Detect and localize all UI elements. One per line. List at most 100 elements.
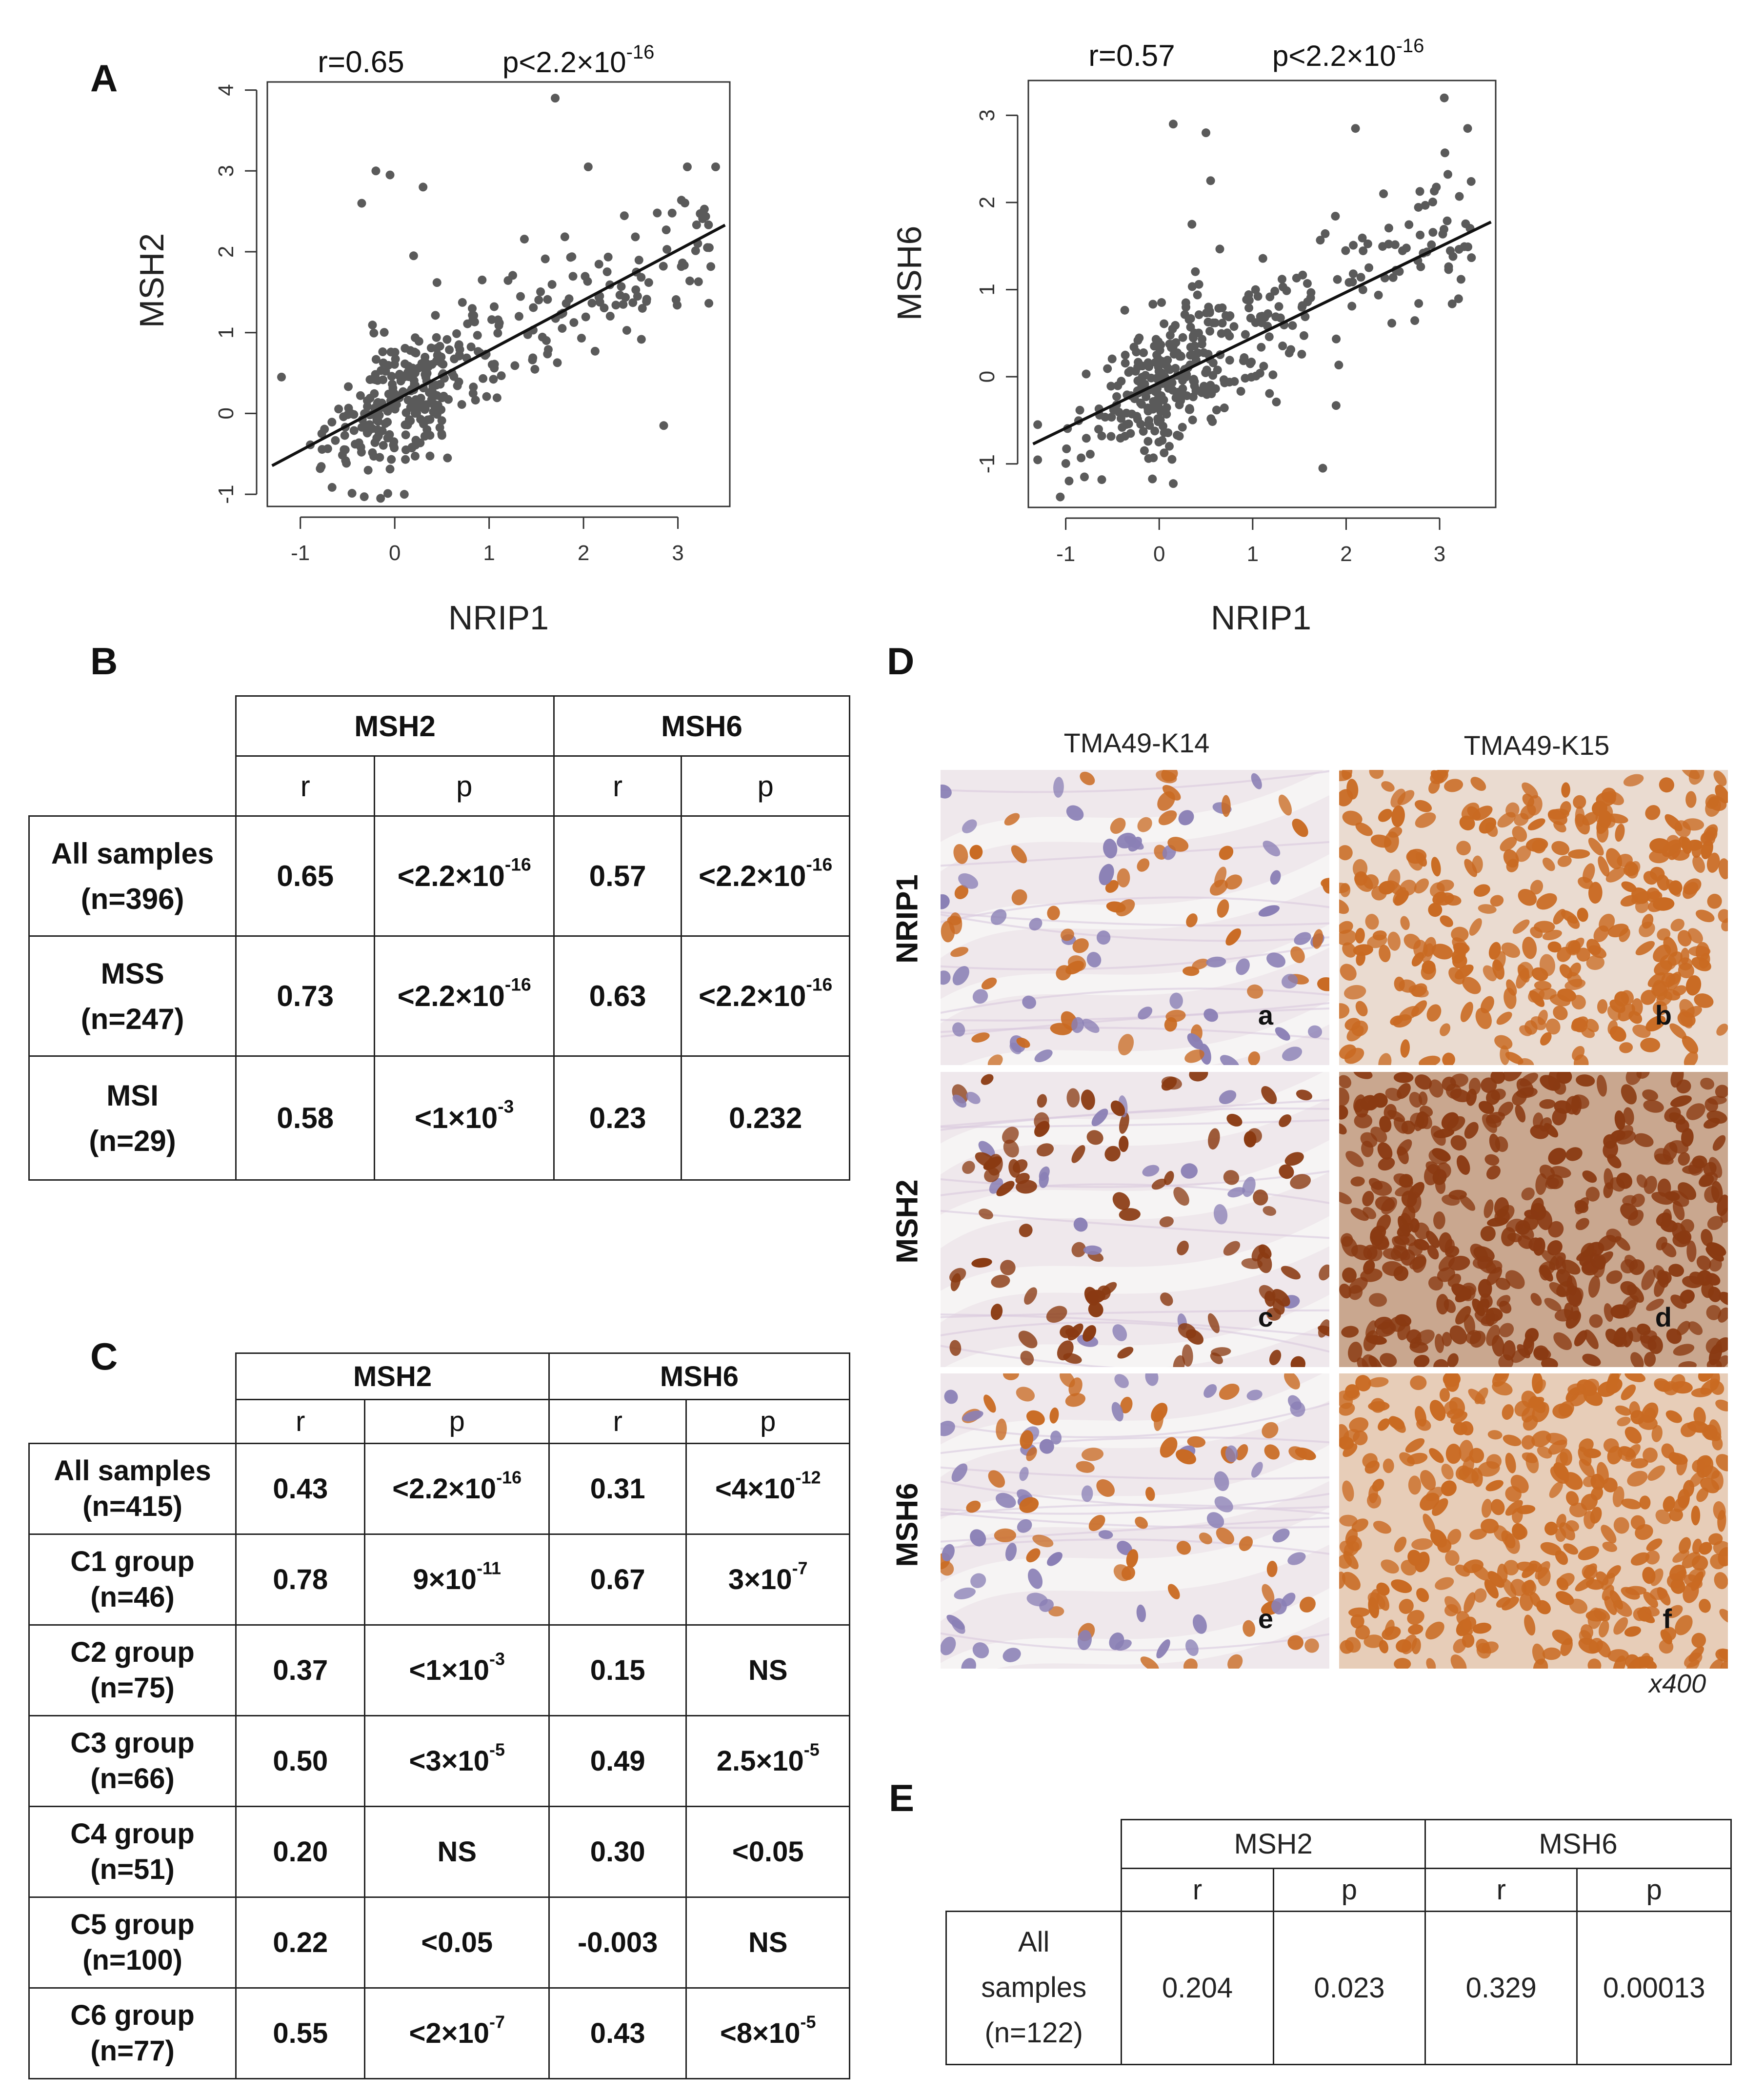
data-point bbox=[414, 337, 423, 346]
chart1-y-axis-label: MSH2 bbox=[133, 233, 171, 328]
data-point bbox=[385, 464, 395, 474]
data-point bbox=[1316, 236, 1325, 245]
ihc-image: e bbox=[941, 1373, 1329, 1669]
data-point bbox=[416, 401, 425, 410]
data-point bbox=[342, 459, 351, 468]
data-point bbox=[421, 365, 430, 374]
chart1-points bbox=[277, 94, 720, 503]
data-point bbox=[1265, 292, 1275, 302]
data-point bbox=[463, 319, 472, 328]
panel-letter-a: A bbox=[90, 57, 118, 100]
table-row: All samples (n=122) 0.204 0.023 0.329 0.00… bbox=[945, 1911, 1732, 2065]
data-point bbox=[1358, 233, 1367, 242]
chart2-regression-line bbox=[1032, 221, 1492, 445]
ihc-image-letter: e bbox=[1258, 1603, 1273, 1634]
data-point bbox=[1331, 212, 1340, 221]
data-point bbox=[432, 333, 441, 342]
table-b-subheader-r: r bbox=[235, 755, 376, 817]
data-point bbox=[401, 430, 410, 440]
data-point bbox=[1116, 414, 1125, 423]
x-tick-label: 0 bbox=[1153, 542, 1165, 566]
cell-r: 0.43 bbox=[235, 1443, 366, 1535]
data-point bbox=[567, 252, 577, 262]
data-point bbox=[1358, 285, 1367, 294]
data-point bbox=[386, 347, 396, 357]
data-point bbox=[1374, 290, 1383, 300]
table-b-subheader-r: r bbox=[553, 755, 682, 817]
data-point bbox=[1126, 366, 1135, 376]
data-point bbox=[1364, 263, 1374, 272]
ihc-image: c bbox=[941, 1072, 1329, 1367]
data-point bbox=[1215, 244, 1224, 254]
data-point bbox=[1061, 459, 1070, 468]
data-point bbox=[1033, 420, 1042, 429]
data-point bbox=[418, 417, 427, 426]
data-point bbox=[1299, 331, 1308, 340]
data-point bbox=[510, 361, 520, 370]
data-point bbox=[1117, 377, 1126, 386]
data-point bbox=[1443, 170, 1452, 179]
data-point bbox=[1208, 358, 1218, 367]
data-point bbox=[1094, 424, 1103, 434]
data-point bbox=[530, 364, 540, 374]
data-point bbox=[1176, 351, 1185, 361]
data-point bbox=[357, 447, 366, 457]
table-c-subheader-r: r bbox=[548, 1399, 687, 1444]
data-point bbox=[1257, 343, 1266, 352]
data-point bbox=[1140, 446, 1149, 455]
data-point bbox=[1430, 186, 1439, 196]
data-point bbox=[1160, 448, 1169, 458]
data-point bbox=[1163, 428, 1173, 438]
chart1-y-ticks: -1 0 1 2 3 4 bbox=[214, 84, 258, 504]
data-point bbox=[409, 251, 418, 261]
data-point bbox=[662, 245, 672, 254]
ihc-image: a bbox=[941, 770, 1329, 1065]
data-point bbox=[1165, 365, 1175, 374]
table-b-subheader-p: p bbox=[681, 755, 850, 817]
data-point bbox=[1141, 371, 1150, 380]
y-tick-label: 2 bbox=[214, 246, 238, 258]
cell-r: 0.57 bbox=[553, 815, 682, 937]
data-point bbox=[368, 424, 377, 433]
table-row: All samples (n=415) 0.43 <2.2×10-16 0.31 <4×1… bbox=[28, 1443, 850, 1535]
data-point bbox=[605, 311, 615, 321]
data-point bbox=[1182, 302, 1191, 312]
cell-r: 0.50 bbox=[235, 1715, 366, 1807]
table-e-subheader-r: r bbox=[1121, 1868, 1274, 1912]
x-tick-label: 2 bbox=[578, 541, 589, 565]
row-label: MSS (n=247) bbox=[28, 935, 237, 1057]
data-point bbox=[494, 321, 503, 330]
data-point bbox=[1297, 302, 1306, 312]
data-point bbox=[1184, 405, 1194, 414]
data-point bbox=[1133, 336, 1143, 345]
data-point bbox=[428, 389, 438, 398]
data-point bbox=[1251, 285, 1260, 294]
data-point bbox=[704, 220, 713, 229]
data-point bbox=[471, 396, 480, 405]
data-point bbox=[432, 278, 441, 287]
data-point bbox=[1278, 342, 1287, 351]
data-point bbox=[479, 374, 488, 383]
scatter-msh6-vs-nrip1: r=0.57 p<2.2×10-16 -1 0 1 2 3 -1 0 1 2 3 NRIP1 M… bbox=[890, 35, 1497, 637]
cell-r: 0.58 bbox=[235, 1055, 376, 1181]
data-point bbox=[1332, 334, 1341, 343]
data-point bbox=[1240, 353, 1249, 363]
cell-p: <2.2×10-16 bbox=[681, 815, 850, 937]
data-point bbox=[1276, 313, 1285, 322]
data-point bbox=[371, 355, 381, 364]
data-point bbox=[404, 372, 413, 382]
data-point bbox=[595, 298, 604, 307]
data-point bbox=[1278, 282, 1287, 292]
row-label: C1 group (n=46) bbox=[28, 1533, 237, 1626]
data-point bbox=[371, 370, 380, 379]
data-point bbox=[1190, 341, 1199, 350]
cell-r: 0.23 bbox=[553, 1055, 682, 1181]
data-point bbox=[1244, 290, 1253, 300]
x-tick-label: 0 bbox=[389, 541, 401, 565]
data-point bbox=[1186, 322, 1195, 332]
data-point bbox=[1120, 305, 1129, 315]
data-point bbox=[1387, 319, 1397, 328]
y-tick-label: 1 bbox=[975, 283, 999, 295]
data-point bbox=[454, 377, 463, 386]
ihc-image-letter: f bbox=[1663, 1603, 1672, 1634]
